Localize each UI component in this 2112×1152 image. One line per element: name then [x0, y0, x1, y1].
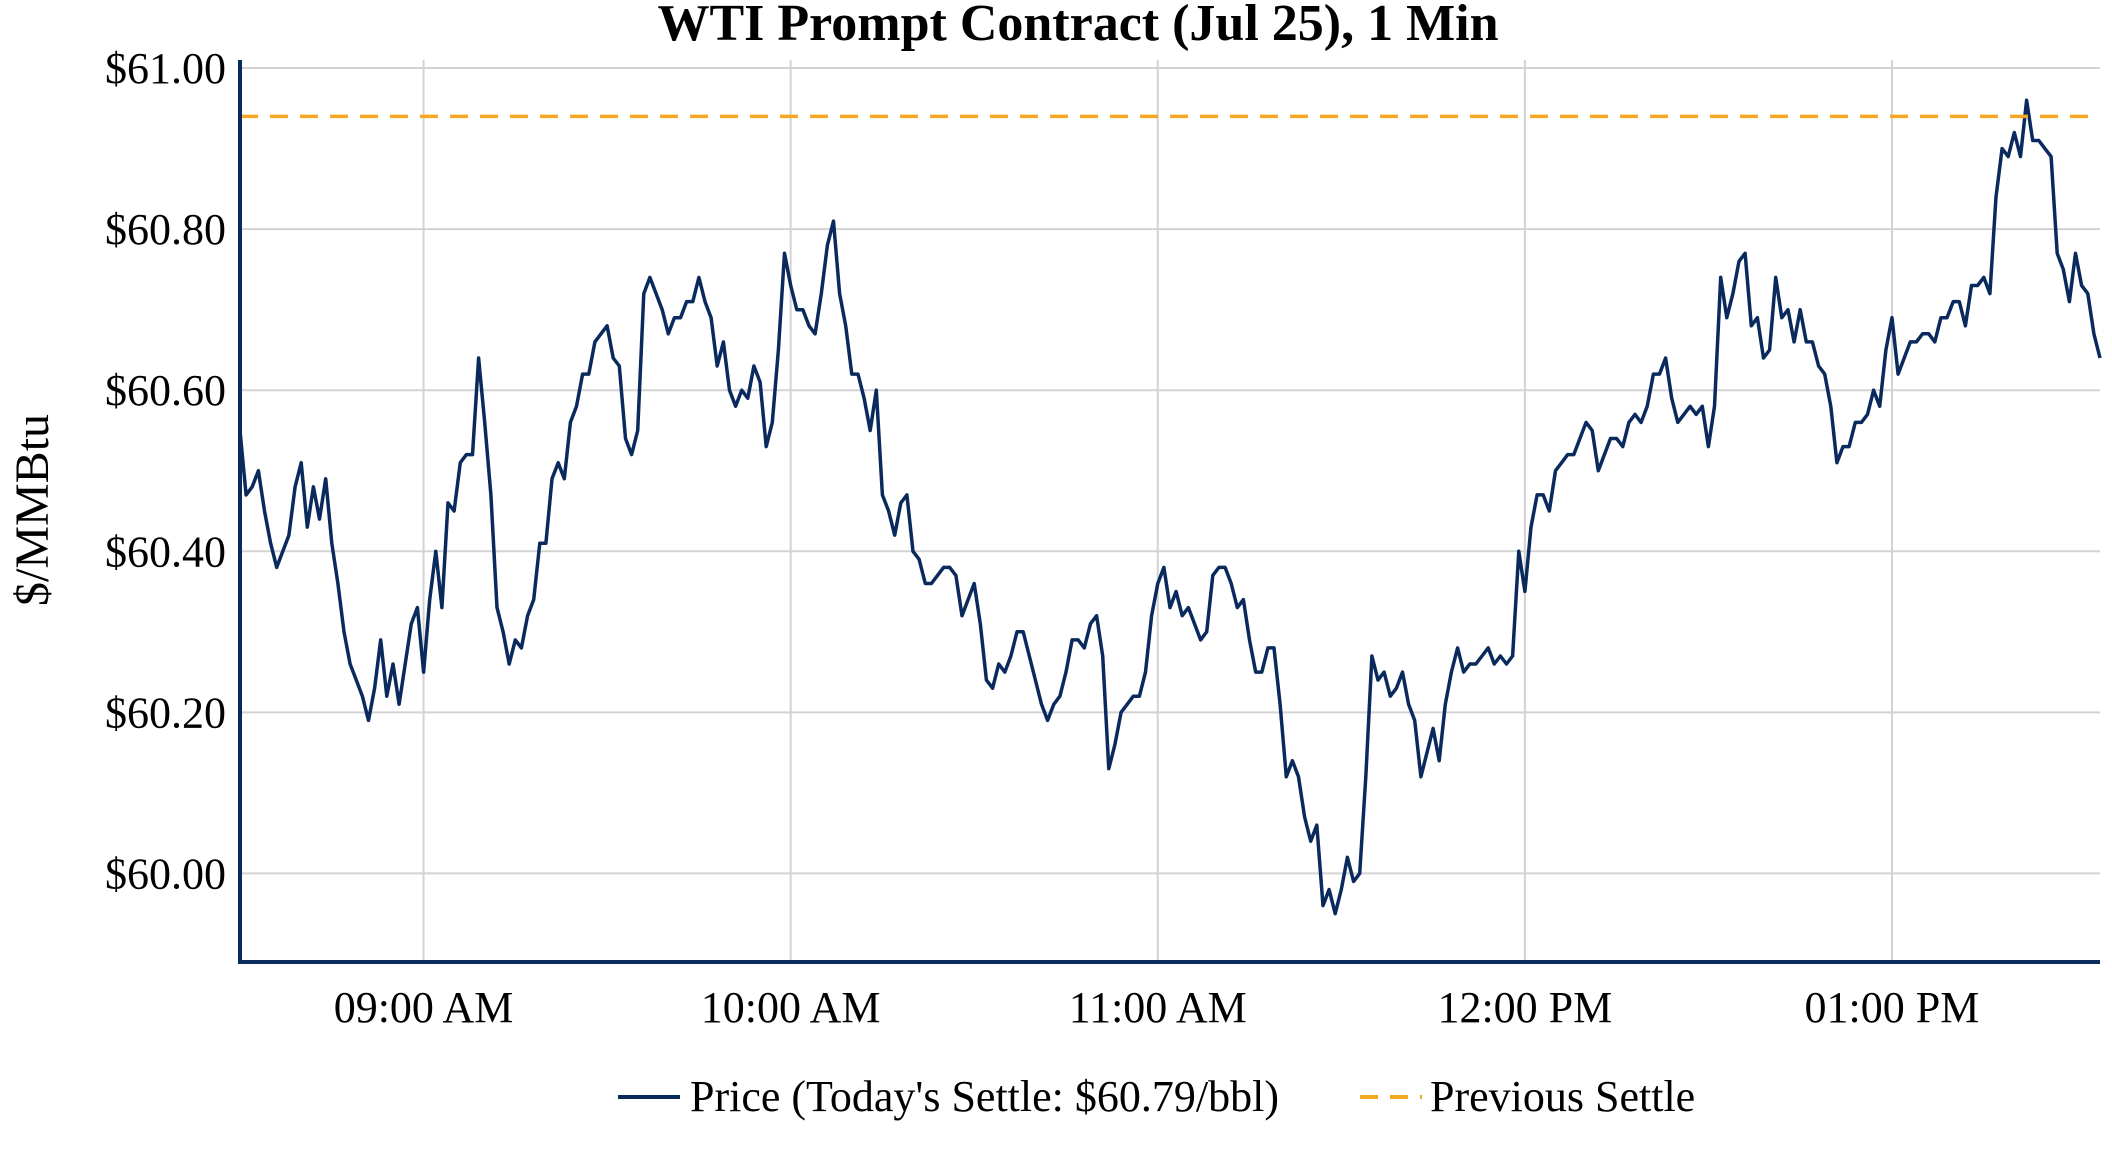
x-tick-label: 01:00 PM	[1805, 983, 1980, 1032]
legend-previous-settle-label: Previous Settle	[1430, 1072, 1695, 1121]
y-tick-label: $60.00	[105, 849, 226, 898]
y-tick-label: $60.80	[105, 205, 226, 254]
legend: Price (Today's Settle: $60.79/bbl) Previ…	[618, 1072, 1695, 1121]
y-tick-label: $60.60	[105, 366, 226, 415]
legend-price-label: Price (Today's Settle: $60.79/bbl)	[690, 1072, 1279, 1121]
y-tick-label: $60.40	[105, 527, 226, 576]
price-line	[238, 98, 2102, 916]
tick-layer: $61.00 $60.80 $60.60 $60.40 $60.20 $60.00 09:0…	[105, 44, 1979, 1032]
axis-layer	[238, 60, 2100, 964]
x-tick-label: 09:00 AM	[334, 983, 514, 1032]
x-tick-label: 11:00 AM	[1069, 983, 1247, 1032]
x-tick-label: 10:00 AM	[701, 983, 881, 1032]
series-layer	[238, 98, 2102, 916]
y-tick-label: $61.00	[105, 44, 226, 93]
grid-layer	[240, 60, 2100, 962]
x-tick-label: 12:00 PM	[1437, 983, 1612, 1032]
chart-title: WTI Prompt Contract (Jul 25), 1 Min	[657, 0, 1498, 52]
y-axis-label: $/MMBtu	[6, 414, 59, 606]
y-tick-label: $60.20	[105, 688, 226, 737]
